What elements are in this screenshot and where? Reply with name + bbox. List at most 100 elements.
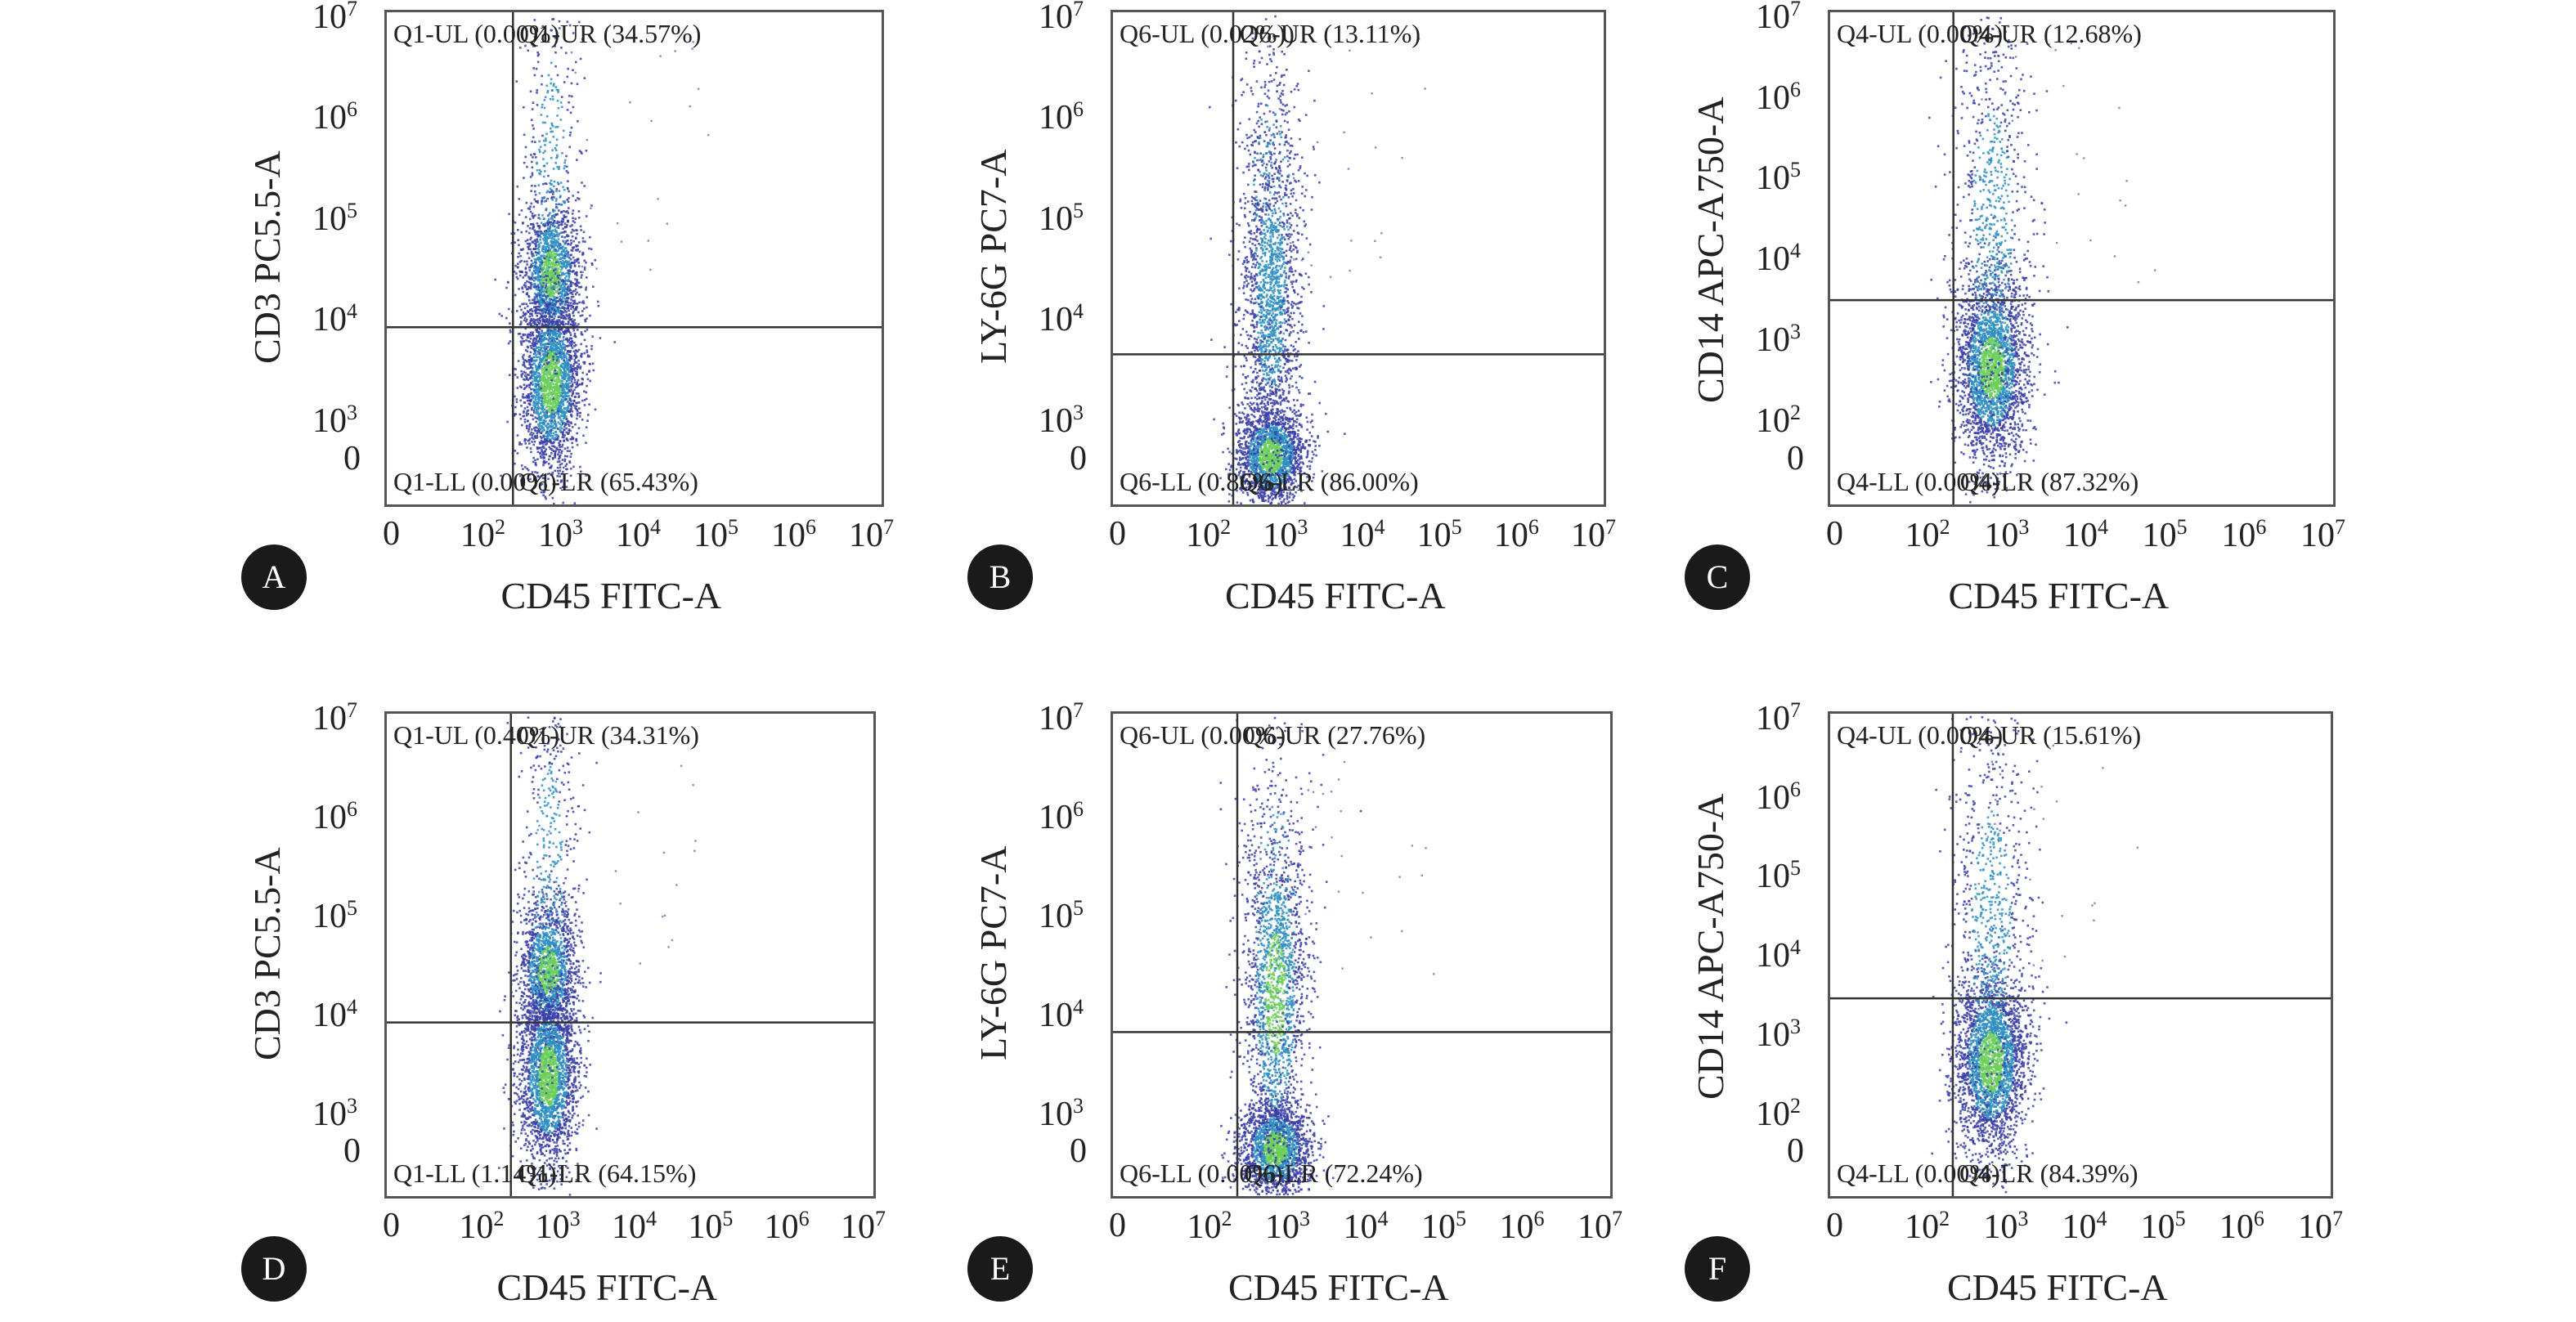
- y-tick-label: 107: [312, 699, 357, 736]
- scatter-svg: [1830, 12, 2333, 504]
- scatter-svg: [1113, 12, 1604, 504]
- y-tick-label: 107: [312, 0, 357, 34]
- x-tick-label: 105: [1417, 517, 1462, 553]
- x-tick-label: 103: [1984, 517, 2029, 553]
- x-tick-label: 105: [693, 517, 738, 553]
- quadrant-label-ul: Q1-UL (0.40%): [393, 720, 559, 751]
- y-tick-label: 0: [343, 441, 361, 476]
- x-tick-label: 102: [1187, 1208, 1232, 1245]
- quadrant-label-ur: Q1-UR (34.31%): [518, 720, 699, 751]
- quadrant-label-ul: Q4-UL (0.00%): [1837, 19, 2003, 49]
- y-tick-label: 106: [312, 798, 357, 835]
- y-tick-label: 103: [1756, 1015, 1801, 1052]
- y-tick-label: 105: [1756, 858, 1801, 894]
- plot-area: Q1-UL (0.40%) Q1-UR (34.31%) Q1-LL (1.14%)…: [384, 711, 876, 1199]
- x-tick-label: 107: [849, 517, 894, 553]
- x-tick-label: 0: [1109, 1208, 1126, 1243]
- x-tick-label: 102: [1905, 517, 1950, 553]
- x-tick-label: 107: [2298, 1208, 2343, 1245]
- x-tick-label: 106: [1500, 1208, 1545, 1245]
- y-tick-label: 105: [1039, 199, 1084, 236]
- panel-letter-badge: F: [1685, 1236, 1750, 1302]
- plot-area: Q6-UL (0.00%) Q6-UR (27.76%) Q6-LL (0.00%)…: [1111, 711, 1613, 1199]
- y-axis-label: CD14 APC-A750-A: [1689, 794, 1732, 1100]
- y-tick-label: 105: [1039, 897, 1084, 934]
- panel-letter-badge: A: [241, 544, 307, 610]
- quadrant-label-ll: Q1-LL (0.00%): [393, 467, 557, 497]
- quadrant-label-lr: Q6-LR (86.00%): [1240, 467, 1419, 497]
- x-tick-label: 106: [1494, 517, 1539, 553]
- x-tick-label: 107: [1571, 517, 1616, 553]
- x-tick-label: 102: [460, 517, 505, 553]
- y-tick-label: 104: [312, 996, 357, 1033]
- x-tick-label: 102: [1186, 517, 1231, 553]
- x-tick-label: 0: [1826, 1208, 1843, 1243]
- x-tick-label: 103: [1263, 517, 1308, 553]
- y-tick-label: 107: [1039, 0, 1084, 34]
- y-tick-label: 106: [1756, 778, 1801, 815]
- quadrant-label-ur: Q1-UR (34.57%): [519, 19, 701, 49]
- x-axis-label: CD45 FITC-A: [1949, 574, 2170, 617]
- quadrant-label-ul: Q6-UL (0.00%): [1120, 720, 1286, 751]
- event-dots: [1931, 715, 2138, 1194]
- scatter-svg: [1113, 714, 1610, 1196]
- quadrant-label-ul: Q4-UL (0.00%): [1837, 720, 2003, 751]
- y-tick-label: 103: [1039, 1095, 1084, 1132]
- plot-area: Q6-UL (0.02%)) Q6-UR (13.11%) Q6-LL (0.86%…: [1111, 10, 1606, 507]
- y-tick-label: 107: [1756, 0, 1801, 34]
- quadrant-label-ul: Q6-UL (0.02%)): [1120, 19, 1295, 49]
- y-tick-label: 106: [1039, 798, 1084, 835]
- quadrant-label-ur: Q4-UR (15.61%): [1959, 720, 2141, 751]
- y-tick-label: 105: [312, 897, 357, 934]
- event-dots: [1219, 716, 1435, 1196]
- x-tick-label: 0: [1109, 517, 1126, 551]
- y-tick-label: 104: [312, 301, 357, 338]
- scatter-svg: [1830, 714, 2331, 1196]
- y-tick-label: 103: [312, 401, 357, 438]
- x-axis-label: CD45 FITC-A: [1225, 574, 1446, 617]
- quadrant-label-lr: Q1-LR (64.15%): [518, 1158, 697, 1189]
- plot-area: Q1-UL (0.00%) Q1-UR (34.57%) Q1-LL (0.00%)…: [384, 10, 884, 507]
- x-tick-label: 104: [612, 1208, 657, 1245]
- panel-letter-badge: E: [967, 1236, 1033, 1302]
- x-tick-label: 104: [616, 517, 661, 553]
- x-axis-label: CD45 FITC-A: [497, 1266, 718, 1309]
- x-tick-label: 103: [538, 517, 583, 553]
- quadrant-label-lr: Q4-LR (84.39%): [1959, 1158, 2138, 1189]
- x-tick-label: 104: [2063, 517, 2108, 553]
- event-dots: [1209, 15, 1426, 504]
- x-axis-label: CD45 FITC-A: [1228, 1266, 1449, 1309]
- y-tick-label: 0: [1787, 1134, 1804, 1168]
- y-tick-label: 105: [1756, 159, 1801, 196]
- y-tick-label: 102: [1756, 1095, 1801, 1132]
- y-axis-label: LY-6G PC7-A: [972, 846, 1015, 1060]
- x-tick-label: 103: [1265, 1208, 1310, 1245]
- x-tick-label: 105: [2143, 517, 2188, 553]
- y-tick-label: 103: [1756, 320, 1801, 357]
- scatter-svg: [387, 714, 873, 1196]
- x-tick-label: 103: [536, 1208, 581, 1245]
- scatter-svg: [387, 12, 882, 504]
- y-tick-label: 107: [1756, 699, 1801, 736]
- panel-letter-badge: B: [967, 544, 1033, 610]
- quadrant-label-lr: Q4-LR (87.32%): [1960, 467, 2139, 497]
- y-tick-label: 106: [1039, 99, 1084, 136]
- plot-area: Q4-UL (0.00%) Q4-UR (12.68%) Q4-LL (0.00%)…: [1828, 10, 2336, 507]
- x-tick-label: 0: [383, 517, 400, 551]
- x-axis-label: CD45 FITC-A: [1947, 1266, 2168, 1309]
- quadrant-label-ul: Q1-UL (0.00%): [393, 19, 559, 49]
- event-dots: [498, 716, 697, 1196]
- x-tick-label: 105: [2141, 1208, 2186, 1245]
- x-tick-label: 103: [1983, 1208, 2028, 1245]
- y-tick-label: 0: [343, 1134, 361, 1168]
- x-tick-label: 105: [1421, 1208, 1466, 1245]
- y-tick-label: 102: [1756, 401, 1801, 438]
- x-tick-label: 107: [2300, 517, 2345, 553]
- x-tick-label: 106: [771, 517, 816, 553]
- y-tick-label: 104: [1756, 240, 1801, 277]
- quadrant-label-ur: Q6-UR (13.11%): [1240, 19, 1420, 49]
- y-tick-label: 103: [312, 1095, 357, 1132]
- x-tick-label: 106: [2221, 517, 2266, 553]
- y-tick-label: 103: [1039, 401, 1084, 438]
- plot-area: Q4-UL (0.00%) Q4-UR (15.61%) Q4-LL (0.00%)…: [1828, 711, 2333, 1199]
